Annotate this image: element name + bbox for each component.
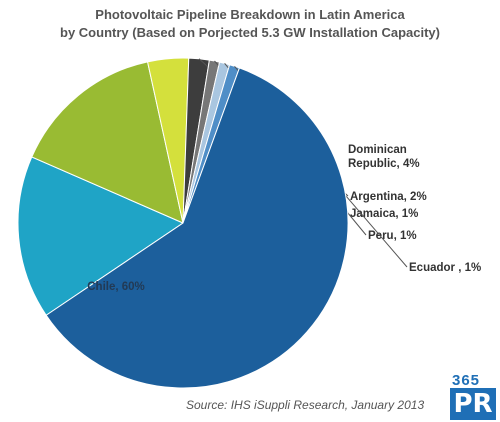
slice-label: Dominican Republic, 4% [348, 144, 420, 170]
slice-label: Argentina, 2% [350, 191, 427, 203]
chart-title: Photovoltaic Pipeline Breakdown in Latin… [0, 6, 500, 42]
slice-label: Ecuador , 1% [409, 262, 481, 274]
pie-slice [31, 61, 184, 224]
logo-letters: PR [450, 388, 496, 420]
pie-slice [17, 156, 185, 316]
slice-label: Chile, 60% [87, 281, 145, 293]
brand-logo: 365 PR [448, 372, 498, 422]
slice-label: Peru, 1% [368, 230, 417, 242]
chart-title-line-2: by Country (Based on Porjected 5.3 GW In… [60, 25, 440, 40]
pie-slice [45, 67, 349, 389]
chart-title-line-1: Photovoltaic Pipeline Breakdown in Latin… [95, 7, 405, 22]
slice-label: Jamaica, 1% [350, 208, 418, 220]
logo-number: 365 [452, 372, 481, 389]
source-note: Source: IHS iSuppli Research, January 20… [186, 398, 425, 412]
